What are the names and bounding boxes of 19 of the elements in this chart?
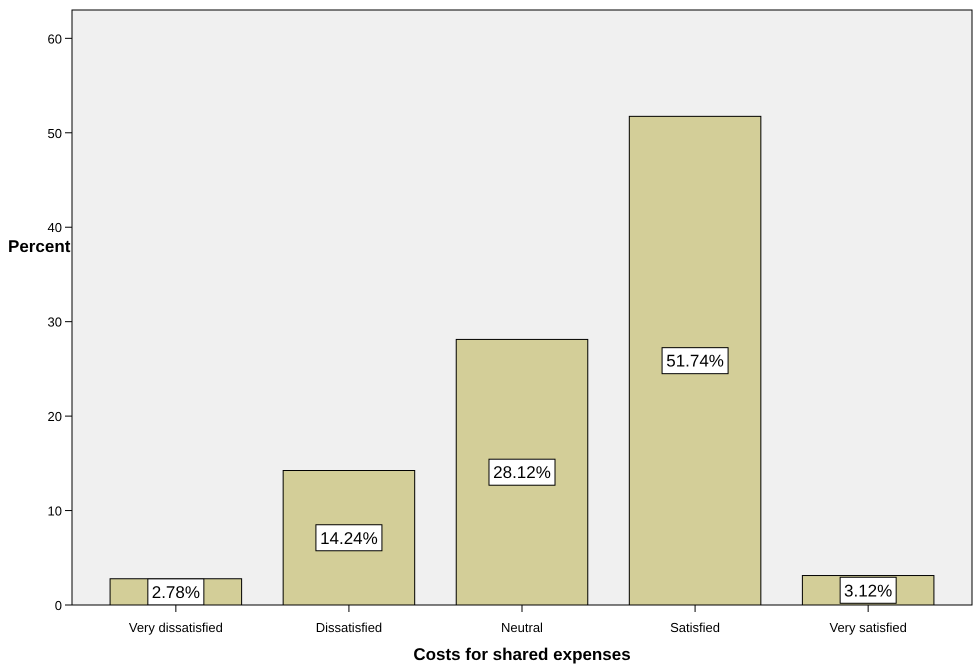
x-tick-label: Very dissatisfied xyxy=(128,620,223,635)
data-label: 14.24% xyxy=(320,528,378,548)
x-axis-title: Costs for shared expenses xyxy=(413,645,631,664)
y-tick-label: 0 xyxy=(54,598,62,613)
data-label: 2.78% xyxy=(152,582,200,602)
data-label: 3.12% xyxy=(844,581,892,600)
y-tick-label: 50 xyxy=(48,126,62,141)
x-tick-label: Dissatisfied xyxy=(316,620,382,635)
x-tick-label: Neutral xyxy=(501,620,544,635)
x-tick-label: Very satisfied xyxy=(829,620,907,635)
y-tick-label: 40 xyxy=(48,220,62,236)
y-tick-label: 20 xyxy=(48,409,62,424)
data-label: 28.12% xyxy=(493,463,551,482)
y-tick-label: 60 xyxy=(48,31,62,46)
y-tick-label: 30 xyxy=(48,314,62,330)
y-tick-label: 10 xyxy=(48,504,62,519)
data-label: 51.74% xyxy=(666,352,724,371)
x-tick-label: Satisfied xyxy=(670,620,720,635)
y-axis-title: Percent xyxy=(8,237,71,256)
